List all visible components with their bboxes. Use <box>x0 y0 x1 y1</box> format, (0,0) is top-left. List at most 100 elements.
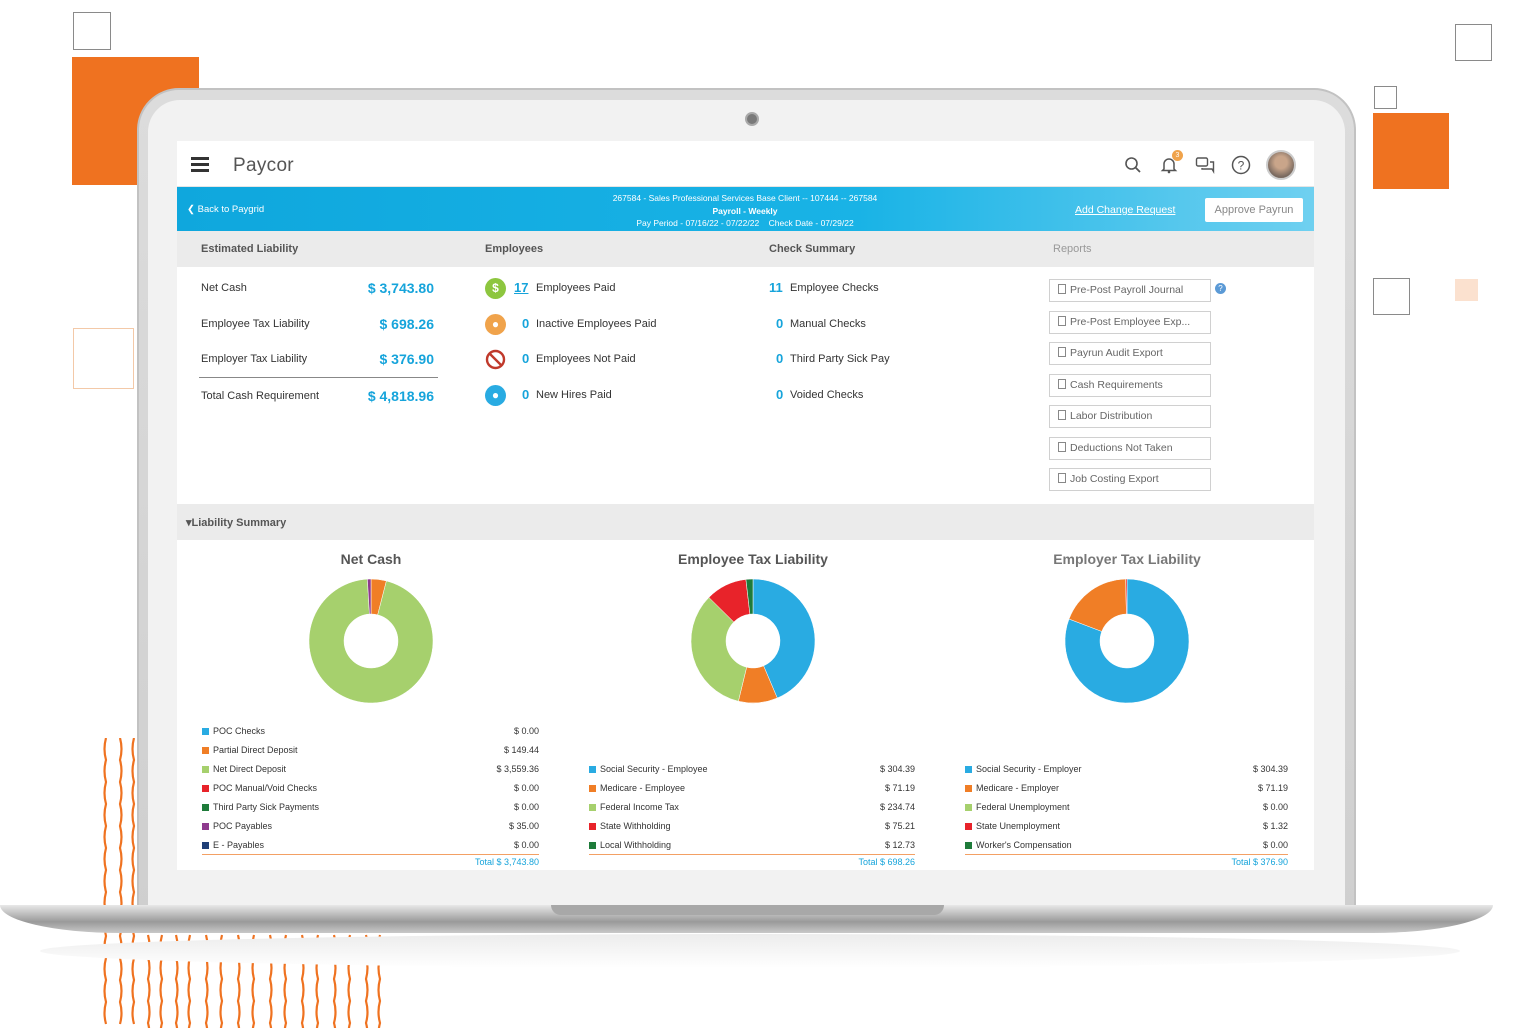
liability-label: Net Cash <box>201 282 247 294</box>
decor-orange-block <box>1373 113 1449 189</box>
report-help-icon[interactable]: ? <box>1215 283 1226 294</box>
legend-value: $ 0.00 <box>513 802 539 812</box>
legend-value: $ 234.74 <box>879 802 915 812</box>
back-to-paygrid-link[interactable]: ❮ Back to Paygrid <box>187 204 265 215</box>
summary-section-header: Estimated Liability Employees Check Summ… <box>177 231 1314 267</box>
legend-label: Social Security - Employee <box>600 764 708 774</box>
hamburger-menu-icon[interactable] <box>191 157 209 172</box>
bell-icon[interactable]: 3 <box>1158 150 1183 176</box>
document-icon <box>1058 473 1066 483</box>
legend-item: POC Checks <box>202 726 265 736</box>
donut-chart <box>308 578 434 704</box>
prohibited-icon <box>485 349 506 370</box>
liability-divider <box>199 377 438 378</box>
document-icon <box>1058 442 1066 452</box>
report-labor-distribution-button[interactable]: Labor Distribution <box>1049 405 1211 428</box>
decor-square <box>1455 24 1492 61</box>
employees-paid-count[interactable]: 17 <box>514 280 529 295</box>
chart-title: Employee Tax Liability <box>678 551 828 567</box>
estimated-liability-heading: Estimated Liability <box>201 243 299 255</box>
legend-label: POC Payables <box>213 821 273 831</box>
pie-slice[interactable] <box>367 578 372 615</box>
back-label: Back to Paygrid <box>197 204 265 215</box>
legend-swatch <box>202 727 209 735</box>
legend-label: POC Checks <box>213 726 266 736</box>
inactive-employees-count: 0 <box>522 316 530 331</box>
report-label: Pre-Post Payroll Journal <box>1070 284 1184 296</box>
liability-summary-toggle[interactable]: ▾Liability Summary <box>186 517 287 529</box>
liability-summary-label: Liability Summary <box>191 517 287 529</box>
check-label: Employee Checks <box>790 282 879 294</box>
legend-item: POC Manual/Void Checks <box>202 783 317 793</box>
laptop-shadow <box>40 934 1460 968</box>
user-avatar[interactable] <box>1266 150 1296 180</box>
total-divider <box>965 854 1288 855</box>
pie-slice[interactable] <box>1125 578 1128 615</box>
dollar-icon: $ <box>485 278 506 299</box>
pie-slice[interactable] <box>745 578 754 615</box>
legend-item: Federal Unemployment <box>965 802 1070 812</box>
check-label: Third Party Sick Pay <box>790 353 890 365</box>
search-icon[interactable] <box>1122 154 1144 176</box>
decor-square <box>1374 86 1397 109</box>
legend-value: $ 0.00 <box>513 840 539 850</box>
chart-title: Net Cash <box>340 551 402 567</box>
pie-slice[interactable] <box>308 578 434 704</box>
payroll-line: Payroll - Weekly <box>712 205 778 216</box>
laptop-notch <box>551 905 944 915</box>
legend-swatch <box>202 746 209 754</box>
pie-slice[interactable] <box>690 597 747 702</box>
employees-paid-label: Employees Paid <box>536 282 616 294</box>
report-pre-post-employee-exp-button[interactable]: Pre-Post Employee Exp... <box>1049 311 1211 334</box>
help-icon[interactable]: ? <box>1230 154 1252 176</box>
liability-value: $ 4,818.96 <box>367 388 434 404</box>
legend-value: $ 12.73 <box>884 840 915 850</box>
document-icon <box>1058 316 1066 326</box>
legend-swatch <box>202 803 209 811</box>
legend-label: Federal Income Tax <box>600 802 679 812</box>
legend-value: $ 35.00 <box>508 821 539 831</box>
legend-swatch <box>965 784 972 792</box>
employees-heading: Employees <box>485 243 544 255</box>
report-cash-requirements-button[interactable]: Cash Requirements <box>1049 374 1211 397</box>
chart-title: Employer Tax Liability <box>1053 551 1201 567</box>
legend-value: $ 0.00 <box>513 726 539 736</box>
report-label: Pre-Post Employee Exp... <box>1070 316 1191 328</box>
liability-value: $ 698.26 <box>379 316 435 332</box>
inactive-employees-label: Inactive Employees Paid <box>536 318 657 330</box>
report-payrun-audit-export-button[interactable]: Payrun Audit Export <box>1049 342 1211 365</box>
legend-value: $ 71.19 <box>1257 783 1288 793</box>
legend-item: Local Withholding <box>589 840 671 850</box>
legend-item: Partial Direct Deposit <box>202 745 298 755</box>
legend-label: State Withholding <box>600 821 671 831</box>
decor-square <box>73 12 111 50</box>
new-hire-icon: ● <box>485 385 506 406</box>
legend-label: Local Withholding <box>600 840 672 850</box>
check-count: 0 <box>776 351 784 366</box>
report-label: Job Costing Export <box>1070 473 1159 485</box>
legend-label: Medicare - Employer <box>976 783 1060 793</box>
chat-icon[interactable] <box>1194 154 1216 176</box>
liability-label: Employer Tax Liability <box>201 353 308 365</box>
legend-swatch <box>965 841 972 849</box>
legend-label: Worker's Compensation <box>976 840 1072 850</box>
report-job-costing-export-button[interactable]: Job Costing Export <box>1049 468 1211 491</box>
check-summary-heading: Check Summary <box>769 243 856 255</box>
legend-value: $ 304.39 <box>1252 764 1288 774</box>
camera-icon <box>745 112 759 126</box>
inactive-user-icon: ● <box>485 314 506 335</box>
pie-slice[interactable] <box>1064 578 1190 704</box>
app-screen: Paycor 3 ? ❮ Back to Paygrid 267584 - Sa… <box>177 141 1314 870</box>
report-pre-post-payroll-journal-button[interactable]: Pre-Post Payroll Journal <box>1049 279 1211 302</box>
pie-slice[interactable] <box>752 578 816 699</box>
report-deductions-not-taken-button[interactable]: Deductions Not Taken <box>1049 437 1211 460</box>
approve-payrun-button[interactable]: Approve Payrun <box>1205 198 1303 222</box>
add-change-request-link[interactable]: Add Change Request <box>1075 204 1176 216</box>
new-hires-count: 0 <box>522 387 530 402</box>
new-hires-label: New Hires Paid <box>536 389 612 401</box>
legend-label: E - Payables <box>213 840 265 850</box>
legend-value: $ 149.44 <box>503 745 539 755</box>
legend-item: State Withholding <box>589 821 671 831</box>
liability-summary-header[interactable]: ▾Liability Summary <box>177 504 1314 540</box>
report-label: Payrun Audit Export <box>1070 347 1163 359</box>
